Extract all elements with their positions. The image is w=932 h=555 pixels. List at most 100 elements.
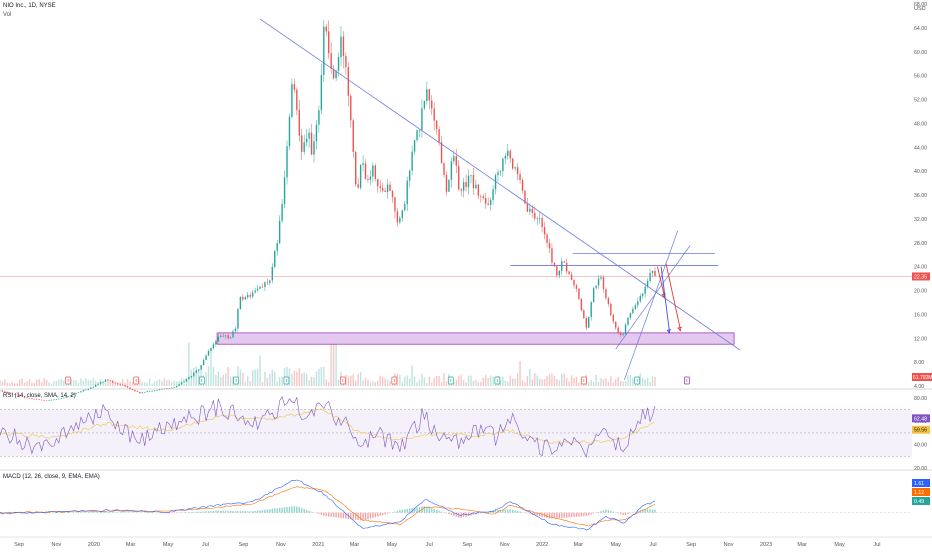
volume-bar [620, 381, 621, 386]
volume-bar [654, 377, 655, 386]
candle-body [465, 182, 466, 187]
candle-body [497, 172, 498, 175]
candle-body [468, 176, 469, 188]
candle-body [551, 248, 552, 262]
macd-histogram-bar [564, 513, 565, 518]
candle-body [438, 129, 439, 142]
macd-histogram-bar [429, 507, 430, 512]
macd-histogram-bar [262, 510, 263, 513]
volume-bar [4, 379, 5, 386]
macd-signal-line [0, 487, 655, 526]
volume-bar [627, 375, 628, 386]
candle-body [196, 371, 197, 373]
volume-bar [61, 379, 62, 386]
candle-body [215, 341, 216, 344]
candle-body [41, 400, 42, 401]
candle-body [480, 196, 481, 197]
price-tick-label: 44.00 [914, 145, 927, 151]
candle-body [573, 280, 574, 285]
volume-bar [591, 380, 592, 386]
volume-bar [350, 376, 351, 386]
candle-body [355, 152, 356, 184]
candle-body [615, 322, 616, 328]
candle-body [237, 309, 238, 328]
candle-body [517, 167, 518, 174]
candle-body [394, 197, 395, 211]
candle-body [95, 385, 96, 387]
volume-bar [630, 375, 631, 386]
candle-body [416, 130, 417, 140]
time-tick-label: Mar [797, 542, 807, 548]
descending-trendline [260, 19, 740, 350]
volume-bar [85, 378, 86, 386]
candle-body [129, 388, 130, 389]
candle-body [375, 166, 376, 179]
candle-body [134, 390, 135, 391]
time-tick-label: Nov [724, 542, 734, 548]
macd-histogram-bar [294, 506, 295, 513]
volume-bar [299, 368, 300, 386]
volume-bar [166, 380, 167, 386]
candle-body [200, 365, 201, 369]
macd-histogram-bar [380, 513, 381, 516]
candle-body [149, 391, 150, 392]
macd-histogram-bar [377, 513, 378, 517]
volume-bar [335, 341, 336, 386]
volume-bar [605, 378, 606, 386]
candle-body [83, 390, 84, 391]
volume-bar [613, 383, 614, 386]
macd-histogram-bar [112, 512, 113, 513]
volume-bar [517, 373, 518, 386]
macd-line [0, 480, 655, 530]
candle-body [652, 271, 653, 273]
time-tick-label: Nov [500, 542, 510, 548]
volume-bar [502, 377, 503, 386]
time-tick-label: Sep [14, 542, 24, 548]
volume-bar [416, 382, 417, 386]
time-tick-label: Jul [873, 542, 880, 548]
candle-body [343, 37, 344, 56]
candle-body [154, 391, 155, 392]
candle-body [294, 84, 295, 90]
candle-body [578, 289, 579, 299]
candle-body [36, 399, 37, 400]
volume-bar [272, 369, 273, 386]
candle-body [441, 142, 442, 163]
macd-histogram-bar [166, 513, 167, 514]
volume-bar [127, 379, 128, 386]
time-tick-label: 2021 [312, 542, 324, 548]
macd-histogram-bar [519, 512, 520, 513]
price-tick-label: 16.00 [914, 312, 927, 318]
volume-bar [16, 383, 17, 386]
volume-bar [48, 382, 49, 386]
macd-histogram-bar [505, 510, 506, 513]
macd-histogram-bar [225, 511, 226, 513]
candle-body [338, 57, 339, 71]
candle-body [586, 318, 587, 328]
candle-body [617, 327, 618, 332]
macd-histogram-bar [654, 509, 655, 512]
candle-body [93, 387, 94, 388]
macd-histogram-bar [397, 511, 398, 513]
volume-bar [576, 377, 577, 386]
volume-bar [353, 374, 354, 386]
price-tick-label: 52.00 [914, 98, 927, 104]
candle-body [321, 75, 322, 110]
volume-bar [294, 370, 295, 386]
price-tick-label: 20.00 [914, 289, 927, 295]
macd-histogram-bar [620, 513, 621, 514]
candle-body [161, 389, 162, 390]
volume-bar [456, 380, 457, 386]
candle-body [205, 355, 206, 360]
volume-bar [510, 375, 511, 386]
volume-bar [29, 379, 30, 386]
volume-bar [556, 379, 557, 386]
volume-bar [370, 382, 371, 386]
candle-body [117, 383, 118, 384]
candle-body [46, 401, 47, 402]
volume-bar [36, 380, 37, 386]
candle-body [90, 388, 91, 389]
candle-body [245, 297, 246, 299]
candle-body [500, 171, 501, 172]
volume-bar [169, 380, 170, 386]
